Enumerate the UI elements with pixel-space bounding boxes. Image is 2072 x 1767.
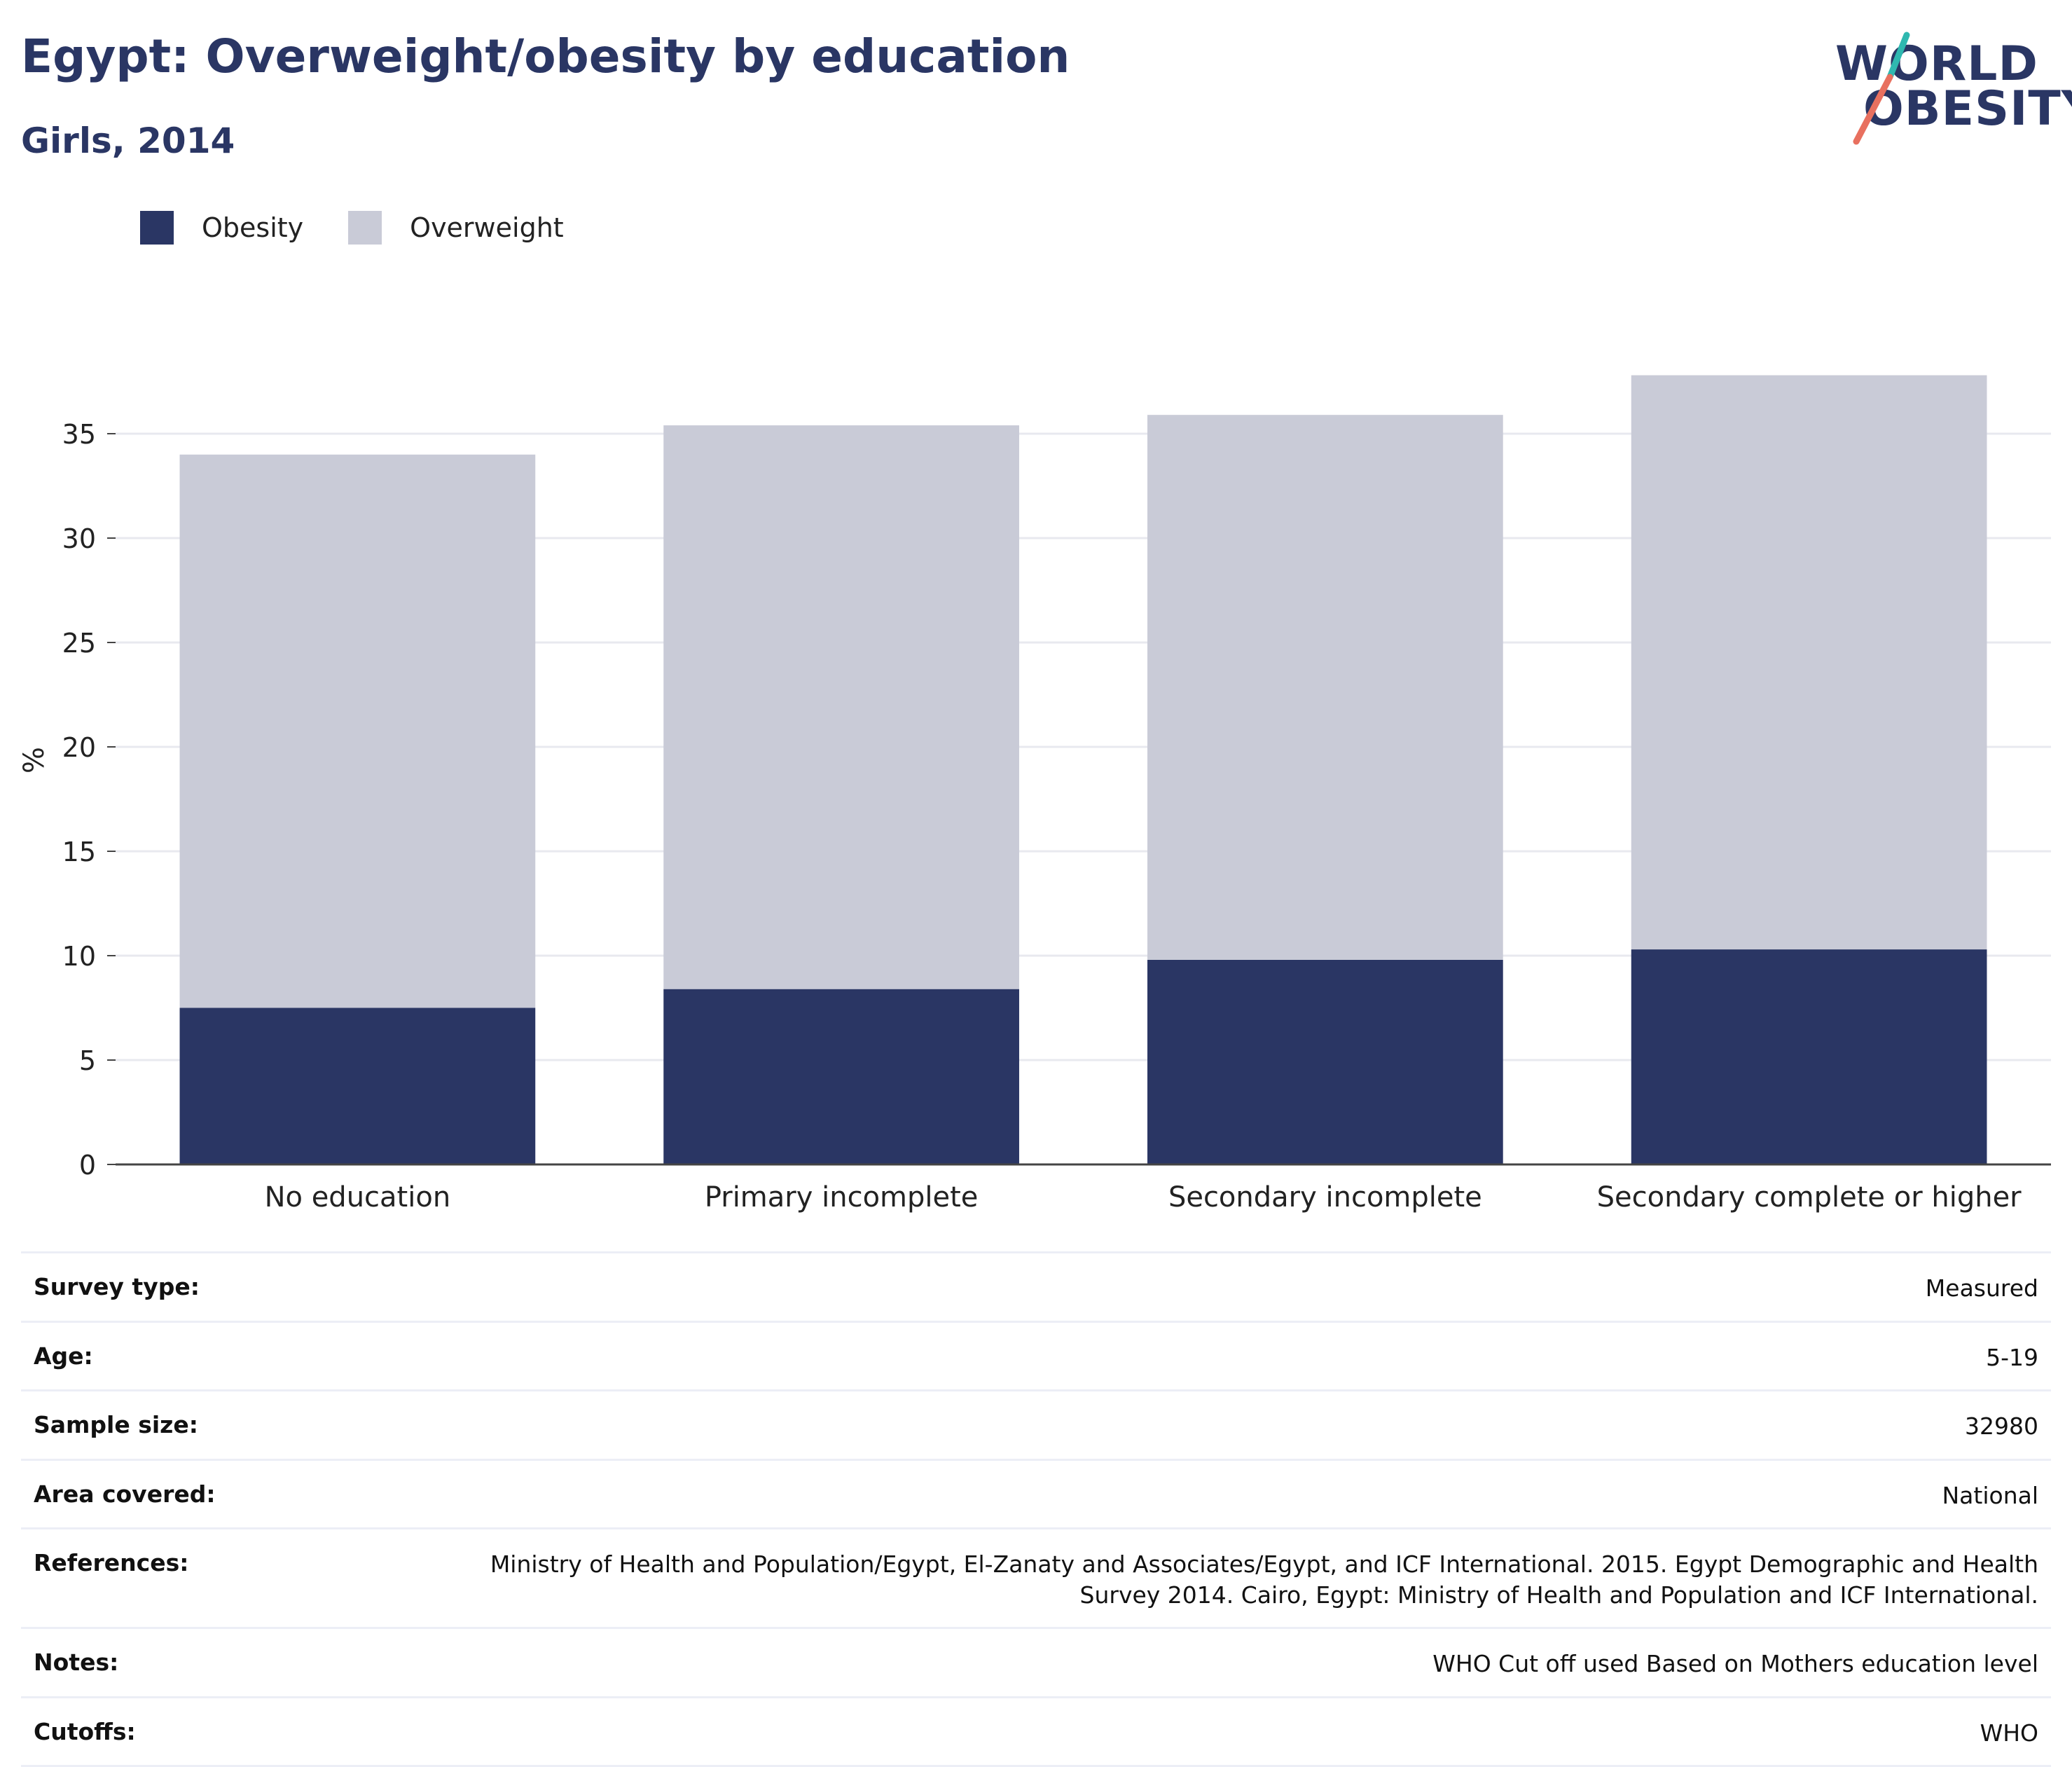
info-label: References: [34, 1549, 189, 1577]
x-tick-label: No education [265, 1181, 451, 1213]
info-label: Cutoffs: [34, 1717, 136, 1745]
y-tick-label: 10 [62, 941, 96, 972]
info-row: Age: 5-19 [21, 1323, 2051, 1392]
info-value: Ministry of Health and Population/Egypt,… [490, 1551, 2038, 1609]
logo-word-obesity: OBESITY [1863, 81, 2072, 137]
info-value: 5-19 [1986, 1343, 2038, 1371]
legend-item-overweight[interactable]: Overweight [348, 211, 564, 245]
info-label: Sample size: [34, 1411, 198, 1439]
info-row: Sample size: 32980 [21, 1391, 2051, 1461]
bar-overweight-2[interactable] [1147, 415, 1503, 960]
stacked-bar-chart: 0 5 10 15 20 25 30 35 No education Primary incomp… [18, 375, 2051, 1213]
chart-subtitle: Girls, 2014 [21, 121, 235, 161]
info-row: Area covered: National [21, 1461, 2051, 1530]
info-value: Measured [1925, 1274, 2038, 1302]
info-value: National [1942, 1481, 2038, 1509]
y-tick-label: 35 [62, 419, 96, 450]
y-axis-label: % [18, 747, 50, 774]
info-value: WHO Cut off used Based on Mothers educat… [1432, 1650, 2038, 1678]
info-label: Survey type: [34, 1273, 200, 1300]
bar-obesity-2[interactable] [1147, 959, 1503, 1164]
bars [179, 375, 1987, 1165]
x-tick-label: Secondary incomplete [1168, 1181, 1482, 1213]
chart-title: Egypt: Overweight/obesity by education [21, 29, 1070, 83]
legend-label-overweight: Overweight [410, 212, 564, 243]
legend-swatch-obesity [140, 211, 174, 245]
bar-obesity-3[interactable] [1631, 949, 1987, 1164]
bar-obesity-1[interactable] [663, 989, 1019, 1164]
info-value: WHO [1980, 1719, 2038, 1747]
bar-obesity-0[interactable] [179, 1008, 536, 1165]
legend-item-obesity[interactable]: Obesity [140, 211, 303, 245]
y-tick-label: 30 [62, 523, 96, 554]
y-tick-label: 5 [79, 1045, 96, 1076]
legend-label-obesity: Obesity [202, 212, 304, 243]
info-label: Area covered: [34, 1480, 216, 1508]
world-obesity-logo: WORLD OBESITY [1828, 21, 2072, 147]
y-tick-label: 25 [62, 628, 96, 659]
x-tick-label: Primary incomplete [705, 1181, 979, 1213]
y-tick-label: 20 [62, 732, 96, 763]
bar-overweight-0[interactable] [179, 454, 536, 1008]
survey-info-table: Survey type: Measured Age: 5-19 Sample size:… [21, 1251, 2051, 1767]
info-row: Survey type: Measured [21, 1253, 2051, 1323]
bar-overweight-1[interactable] [663, 425, 1019, 989]
logo-slash-icon [1853, 32, 1910, 145]
y-tick-label: 15 [62, 837, 96, 867]
info-value: 32980 [1965, 1412, 2038, 1441]
info-row: References: Ministry of Health and Popula… [21, 1529, 2051, 1630]
chart-legend: Obesity Overweight [140, 210, 609, 245]
y-tick-label: 0 [79, 1150, 96, 1181]
info-row: Cutoffs: WHO [21, 1698, 2051, 1767]
info-row: Notes: WHO Cut off used Based on Mothers … [21, 1629, 2051, 1698]
x-tick-label: Secondary complete or higher [1597, 1181, 2022, 1213]
axes: 0 5 10 15 20 25 30 35 No education Primary incomp… [62, 419, 2051, 1213]
bar-overweight-3[interactable] [1631, 375, 1987, 950]
info-label: Age: [34, 1342, 93, 1370]
logo-word-world: WORLD [1835, 36, 2038, 92]
legend-swatch-overweight [348, 211, 382, 245]
info-label: Notes: [34, 1649, 119, 1677]
